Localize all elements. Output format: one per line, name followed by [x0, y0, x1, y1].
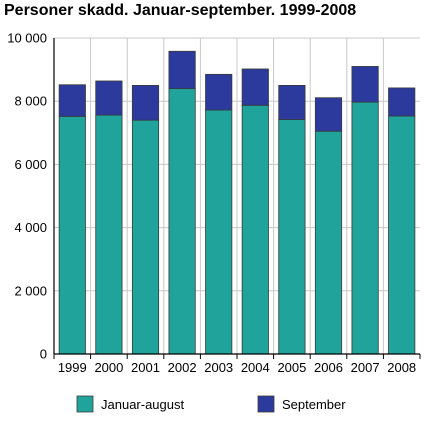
legend-label-januar-august: Januar-august: [101, 397, 184, 412]
x-tick-label: 2005: [277, 360, 306, 375]
x-tick-label: 1999: [58, 360, 87, 375]
bar-september-2005: [278, 85, 306, 120]
y-tick-label: 0: [40, 347, 47, 362]
bar-januar-august-1999: [58, 115, 86, 355]
bar-september-2002: [168, 50, 196, 89]
legend-label-september: September: [282, 397, 346, 412]
x-tick-label: 2003: [204, 360, 233, 375]
legend: Januar-august September: [76, 395, 346, 413]
y-tick-label: 8 000: [14, 94, 47, 109]
bar-september-2007: [351, 66, 379, 103]
bar-september-2001: [131, 85, 160, 121]
bar-september-2000: [95, 80, 123, 116]
axes: [53, 38, 421, 359]
x-tick-label: 2004: [241, 360, 270, 375]
x-tick-label: 2000: [94, 360, 123, 375]
y-axis-tick-labels: 0 2 000 4 000 6 000 8 000 10 000: [7, 31, 47, 362]
bar-januar-august-2005: [278, 119, 306, 355]
x-axis-tick-labels: 1999 2000 2001 2002 2003 2004 2005 2006 2007 2008: [58, 360, 416, 375]
y-tick-label: 4 000: [14, 220, 47, 235]
legend-swatch-januar-august: [76, 395, 94, 413]
bar-januar-august-2002: [168, 88, 196, 355]
bar-januar-august-2004: [241, 104, 269, 355]
bar-januar-august-2007: [351, 101, 379, 355]
chart-title: Personer skadd. Januar-september. 1999-2…: [4, 2, 357, 19]
bar-januar-august-2008: [388, 115, 416, 355]
bar-september-2006: [314, 97, 343, 132]
bar-september-2004: [241, 68, 269, 106]
x-tick-label: 2008: [387, 360, 416, 375]
y-tick-label: 2 000: [14, 283, 47, 298]
x-tick-label: 2001: [131, 360, 160, 375]
bar-september-2003: [205, 73, 233, 111]
x-tick-label: 2006: [314, 360, 343, 375]
x-tick-label: 2007: [351, 360, 380, 375]
y-tick-label: 10 000: [7, 31, 47, 46]
bar-september-1999: [58, 84, 86, 117]
bar-januar-august-2003: [205, 109, 233, 355]
legend-swatch-september: [257, 395, 275, 413]
y-tick-label: 6 000: [14, 157, 47, 172]
bar-januar-august-2001: [131, 119, 160, 355]
bar-januar-august-2006: [314, 130, 343, 355]
bar-januar-august-2000: [95, 114, 123, 355]
bars: [58, 50, 416, 355]
bar-september-2008: [388, 87, 416, 117]
x-tick-label: 2002: [168, 360, 197, 375]
